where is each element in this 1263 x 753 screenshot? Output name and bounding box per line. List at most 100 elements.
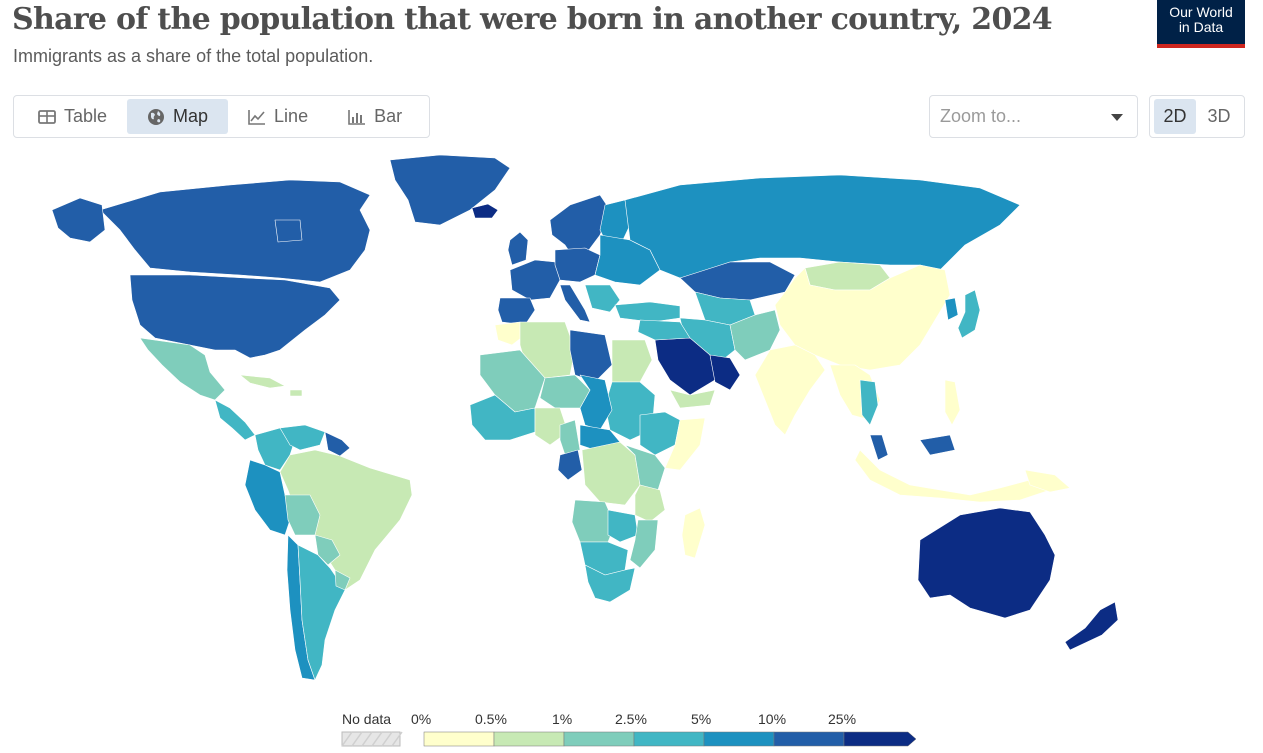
country-malaysia[interactable] bbox=[869, 434, 956, 461]
tab-line-label: Line bbox=[274, 106, 309, 126]
country-central-europe[interactable] bbox=[554, 247, 601, 283]
country-greenland[interactable] bbox=[389, 154, 511, 226]
country-scandinavia[interactable] bbox=[549, 194, 611, 261]
country-iberia[interactable] bbox=[497, 297, 536, 326]
bar-chart-icon bbox=[348, 109, 366, 125]
legend-swatch-4 bbox=[703, 731, 775, 747]
country-canada[interactable] bbox=[99, 179, 371, 283]
logo-line1: Our World bbox=[1169, 4, 1233, 20]
legend-bin-6: 25% bbox=[828, 711, 857, 727]
country-oman-uae[interactable] bbox=[709, 354, 741, 391]
country-guianas[interactable] bbox=[324, 431, 351, 457]
legend-bin-1: 0.5% bbox=[475, 711, 507, 727]
projection-toggle: 2D 3D bbox=[1149, 95, 1245, 138]
tab-bar-label: Bar bbox=[374, 106, 403, 126]
country-united-kingdom[interactable] bbox=[507, 231, 529, 266]
color-legend bbox=[341, 731, 917, 747]
country-venezuela[interactable] bbox=[279, 424, 326, 451]
country-argentina[interactable] bbox=[297, 544, 346, 681]
world-map[interactable] bbox=[40, 150, 1180, 695]
legend-no-data-hatch bbox=[341, 731, 353, 747]
country-india[interactable] bbox=[754, 344, 826, 436]
legend-no-data-hatch bbox=[361, 731, 373, 747]
logo-line2: in Data bbox=[1178, 19, 1224, 35]
country-saudi-arabia[interactable] bbox=[654, 337, 716, 396]
country-gabon[interactable] bbox=[557, 449, 583, 481]
country-madagascar[interactable] bbox=[681, 507, 706, 559]
country-russia[interactable] bbox=[624, 174, 1021, 279]
legend-bin-0: 0% bbox=[411, 711, 432, 727]
legend-bin-3: 2.5% bbox=[615, 711, 647, 727]
country-zambia[interactable] bbox=[607, 509, 639, 543]
country-dr-congo[interactable] bbox=[581, 441, 641, 506]
legend-no-data-label: No data bbox=[342, 711, 392, 727]
country-australia[interactable] bbox=[917, 507, 1056, 619]
tab-bar[interactable]: Bar bbox=[328, 99, 422, 134]
legend-swatch-3 bbox=[633, 731, 705, 747]
country-turkey[interactable] bbox=[614, 301, 681, 323]
country-iceland[interactable] bbox=[471, 203, 499, 219]
country-indonesia[interactable] bbox=[854, 449, 1051, 503]
country-niger[interactable] bbox=[539, 374, 591, 409]
tab-table[interactable]: Table bbox=[18, 99, 127, 134]
country-china[interactable] bbox=[774, 264, 951, 371]
legend-no-data-hatch bbox=[391, 731, 403, 747]
country-central-america[interactable] bbox=[214, 399, 256, 441]
zoom-to-select[interactable]: Zoom to... bbox=[929, 95, 1138, 138]
legend-no-data-hatch bbox=[351, 731, 363, 747]
country-western-europe[interactable] bbox=[509, 259, 561, 301]
country-libya[interactable] bbox=[569, 329, 613, 383]
tab-table-label: Table bbox=[64, 106, 108, 126]
legend-bin-5: 10% bbox=[758, 711, 787, 727]
country-mozambique[interactable] bbox=[629, 519, 659, 569]
country-alaska[interactable] bbox=[51, 197, 106, 243]
country-cameroon[interactable] bbox=[559, 419, 581, 456]
country-japan[interactable] bbox=[957, 289, 981, 339]
legend-swatch-1 bbox=[493, 731, 565, 747]
country-uruguay[interactable] bbox=[334, 569, 351, 591]
country-chad[interactable] bbox=[579, 374, 613, 431]
chart-title: Share of the population that were born i… bbox=[12, 2, 1053, 37]
country-morocco[interactable] bbox=[494, 321, 526, 346]
chart-subtitle: Immigrants as a share of the total popul… bbox=[13, 46, 374, 66]
country-tanzania[interactable] bbox=[634, 484, 666, 523]
legend-swatch-5 bbox=[773, 731, 845, 747]
country-italy[interactable] bbox=[559, 284, 591, 323]
country-south-africa[interactable] bbox=[584, 564, 636, 603]
legend-swatch-0 bbox=[423, 731, 495, 747]
country-somalia[interactable] bbox=[664, 417, 706, 471]
table-icon bbox=[38, 109, 56, 124]
country-balkans[interactable] bbox=[584, 284, 621, 313]
country-united-states[interactable] bbox=[129, 274, 341, 359]
chevron-down-icon bbox=[1111, 114, 1123, 121]
country-egypt[interactable] bbox=[611, 339, 653, 383]
country-paraguay[interactable] bbox=[314, 534, 341, 566]
legend-no-data-hatch bbox=[381, 731, 393, 747]
country-thailand[interactable] bbox=[859, 379, 879, 426]
legend-no-data-swatch bbox=[341, 731, 401, 747]
country-new-zealand[interactable] bbox=[1064, 601, 1119, 651]
tab-line[interactable]: Line bbox=[228, 99, 328, 134]
country-papua-new-guinea[interactable] bbox=[1024, 469, 1071, 493]
owid-logo[interactable]: Our World in Data bbox=[1157, 0, 1245, 48]
country-ecuador-peru[interactable] bbox=[244, 459, 291, 536]
legend-swatch-6 bbox=[843, 731, 917, 747]
country-afghanistan-pakistan[interactable] bbox=[729, 309, 781, 361]
country-yemen[interactable] bbox=[669, 389, 716, 409]
country-levant-iraq[interactable] bbox=[637, 319, 691, 341]
legend-swatch-2 bbox=[563, 731, 635, 747]
tab-map[interactable]: Map bbox=[127, 99, 229, 134]
country-philippines[interactable] bbox=[944, 379, 961, 426]
country-korea[interactable] bbox=[944, 297, 959, 321]
projection-2d-button[interactable]: 2D bbox=[1154, 99, 1196, 134]
line-chart-icon bbox=[248, 109, 266, 125]
country-cuba-caribbean[interactable] bbox=[239, 374, 303, 397]
legend-bin-2: 1% bbox=[552, 711, 573, 727]
legend-bin-4: 5% bbox=[691, 711, 712, 727]
legend-no-data-hatch bbox=[371, 731, 383, 747]
zoom-placeholder: Zoom to... bbox=[940, 106, 1022, 126]
chart-type-tabs: Table Map Line Bar bbox=[13, 95, 430, 138]
globe-icon bbox=[148, 108, 165, 125]
tab-map-label: Map bbox=[173, 106, 209, 126]
projection-3d-button[interactable]: 3D bbox=[1207, 106, 1231, 126]
